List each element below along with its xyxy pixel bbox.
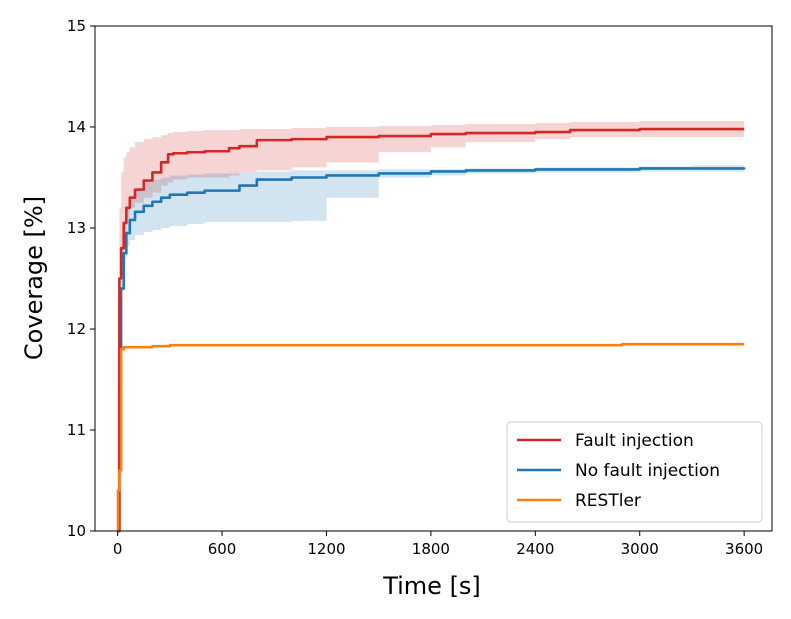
plot-frame — [94, 25, 773, 532]
x-tick-label: 1800 — [412, 540, 450, 558]
legend-label-0: Fault injection — [575, 431, 694, 451]
y-axis-label: Coverage [%] — [20, 196, 48, 360]
legend-box — [506, 421, 763, 523]
y-axis: 10 11 12 13 14 15 — [67, 17, 95, 540]
x-tick-label: 3000 — [621, 540, 659, 558]
y-tick-label: 15 — [67, 17, 86, 35]
series-line-2 — [116, 342, 745, 533]
x-axis-label: Time [s] — [382, 572, 481, 600]
legend: Fault injection No fault injection RESTler — [506, 421, 763, 523]
x-tick-label: 600 — [208, 540, 237, 558]
x-tick-label: 3600 — [725, 540, 763, 558]
x-tick-label: 0 — [113, 540, 123, 558]
legend-label-1: No fault injection — [575, 461, 720, 481]
y-tick-label: 12 — [67, 320, 86, 338]
y-tick-label: 10 — [67, 522, 86, 540]
band-0 — [117, 118, 745, 532]
series-line-0 — [117, 127, 745, 533]
y-tick-label: 11 — [67, 421, 86, 439]
band-1 — [117, 162, 745, 531]
legend-label-2: RESTler — [575, 491, 641, 511]
x-tick-label: 2400 — [516, 540, 554, 558]
y-tick-label: 13 — [67, 219, 86, 237]
x-tick-label: 1200 — [307, 540, 345, 558]
series-line-1 — [117, 167, 746, 533]
series-lines — [116, 127, 746, 533]
y-tick-label: 14 — [67, 118, 86, 136]
x-axis: 0 600 1200 1800 2400 3000 3600 — [113, 531, 763, 558]
confidence-bands — [117, 118, 745, 532]
